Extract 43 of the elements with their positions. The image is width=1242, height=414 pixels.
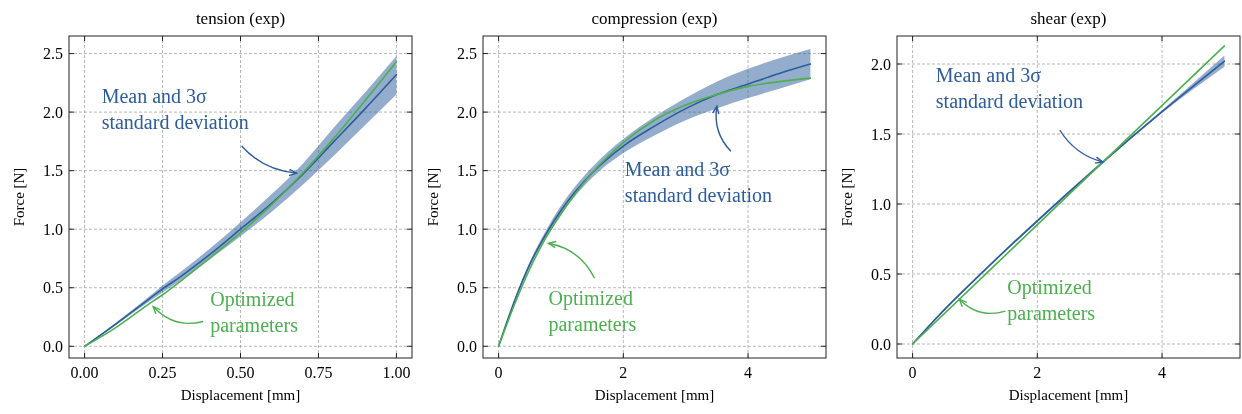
annotation: Mean and 3σ standard deviation bbox=[624, 158, 773, 207]
x-axis-title: Displacement [mm] bbox=[180, 387, 301, 403]
x-tick-label: 0.00 bbox=[70, 364, 99, 381]
x-tick-label: 0.25 bbox=[148, 364, 177, 381]
y-tick-label: 1.5 bbox=[457, 162, 477, 180]
annotation: Mean and 3σ standard deviation bbox=[935, 64, 1083, 112]
x-tick-label: 2 bbox=[619, 364, 628, 381]
x-tick-label: 1.00 bbox=[382, 364, 411, 381]
x-tick-label: 0.50 bbox=[226, 364, 255, 381]
y-tick-label: 0.0 bbox=[43, 337, 63, 355]
y-tick-label: 1.0 bbox=[871, 195, 891, 213]
y-tick-label: 2.5 bbox=[43, 45, 63, 63]
y-tick-label: 1.0 bbox=[43, 220, 63, 238]
x-axis-title: Displacement [mm] bbox=[594, 387, 715, 403]
x-tick-label: 0 bbox=[494, 364, 503, 381]
x-tick-label: 4 bbox=[1158, 364, 1167, 381]
y-tick-label: 0.0 bbox=[871, 335, 891, 353]
annotation: Optimized parameters bbox=[548, 287, 637, 337]
x-tick-label: 4 bbox=[744, 364, 753, 381]
y-tick-label: 1.5 bbox=[871, 125, 891, 143]
y-tick-label: 2.0 bbox=[43, 103, 63, 121]
y-axis-title: Force [N] bbox=[425, 167, 441, 227]
x-tick-label: 2 bbox=[1033, 364, 1042, 381]
y-tick-label: 0.5 bbox=[457, 279, 477, 297]
x-tick-label: 0.75 bbox=[304, 364, 333, 381]
x-tick-label: 0 bbox=[908, 364, 917, 381]
chart-title: shear (exp) bbox=[1030, 9, 1107, 28]
y-axis-title: Force [N] bbox=[11, 167, 27, 227]
annotation: Mean and 3σ standard deviation bbox=[101, 85, 249, 133]
chart-title: compression (exp) bbox=[591, 9, 718, 28]
y-tick-label: 0.0 bbox=[457, 337, 477, 355]
annotation: Optimized parameters bbox=[210, 288, 299, 338]
y-tick-label: 1.0 bbox=[457, 220, 477, 238]
y-tick-label: 0.5 bbox=[43, 279, 63, 297]
y-axis-title: Force [N] bbox=[839, 167, 855, 227]
annotation: Optimized parameters bbox=[1007, 276, 1096, 326]
x-axis-title: Displacement [mm] bbox=[1008, 387, 1129, 403]
y-tick-label: 2.0 bbox=[457, 103, 477, 121]
y-tick-label: 0.5 bbox=[871, 265, 891, 283]
y-tick-label: 2.5 bbox=[457, 45, 477, 63]
y-tick-label: 2.0 bbox=[871, 55, 891, 73]
chart-title: tension (exp) bbox=[195, 9, 286, 28]
y-tick-label: 1.5 bbox=[43, 162, 63, 180]
